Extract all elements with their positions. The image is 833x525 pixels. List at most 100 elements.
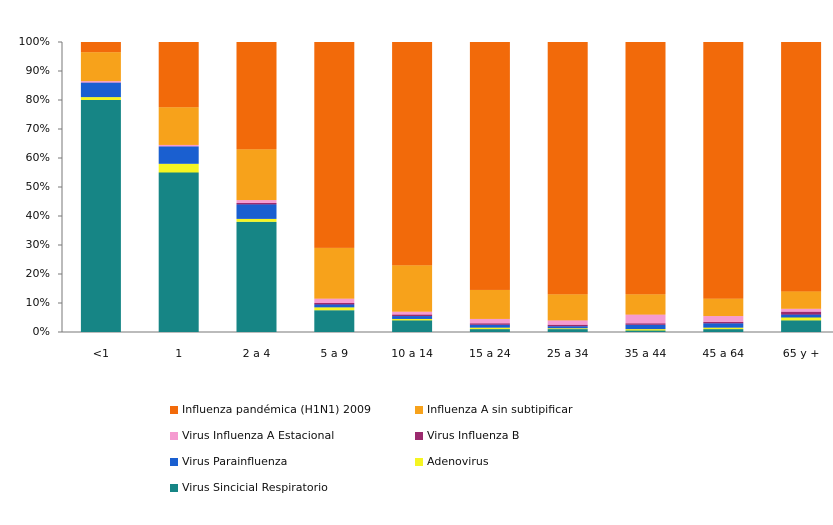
bar-segment bbox=[80, 42, 121, 53]
y-tick-label: 40% bbox=[26, 209, 50, 222]
y-tick-label: 20% bbox=[26, 267, 50, 280]
bar-segment bbox=[547, 320, 588, 325]
bar-segment bbox=[781, 314, 822, 318]
x-tick-label: 45 a 64 bbox=[702, 347, 744, 360]
bar-segment bbox=[236, 204, 277, 219]
x-tick-label: 15 a 24 bbox=[469, 347, 511, 360]
bar-segment bbox=[392, 265, 433, 312]
y-tick-label: 30% bbox=[26, 238, 50, 251]
bar-segment bbox=[158, 163, 199, 173]
bar-segment bbox=[80, 97, 121, 100]
y-tick-label: 90% bbox=[26, 64, 50, 77]
bar-segment bbox=[703, 42, 744, 299]
bar-segment bbox=[469, 327, 510, 330]
x-tick-label: 5 a 9 bbox=[320, 347, 348, 360]
bar-segment bbox=[703, 323, 744, 328]
legend-swatch bbox=[415, 432, 423, 440]
bar-segment bbox=[547, 326, 588, 329]
bar-segment bbox=[392, 314, 433, 317]
y-tick-label: 10% bbox=[26, 296, 50, 309]
bar-segment bbox=[703, 329, 744, 332]
bar-segment bbox=[392, 316, 433, 319]
bar-segment bbox=[703, 316, 744, 322]
x-tick-label: 35 a 44 bbox=[625, 347, 667, 360]
bar-segment bbox=[314, 303, 355, 305]
x-tick-label: <1 bbox=[93, 347, 109, 360]
bar-segment bbox=[392, 318, 433, 321]
legend-swatch bbox=[170, 432, 178, 440]
legend-label: Adenovirus bbox=[427, 455, 489, 468]
bar-segment bbox=[314, 247, 355, 299]
bar-segment bbox=[314, 310, 355, 332]
y-tick-label: 0% bbox=[33, 325, 50, 338]
legend-swatch bbox=[170, 484, 178, 492]
legend-label: Virus Influenza B bbox=[427, 429, 519, 442]
x-tick-label: 65 y + bbox=[783, 347, 820, 360]
bar-segment bbox=[392, 320, 433, 332]
bar-segment bbox=[469, 289, 510, 319]
y-tick-label: 50% bbox=[26, 180, 50, 193]
y-tick-label: 60% bbox=[26, 151, 50, 164]
bar-segment bbox=[625, 294, 666, 315]
x-tick-label: 2 a 4 bbox=[243, 347, 271, 360]
bar-segment bbox=[469, 323, 510, 325]
bar-segment bbox=[158, 107, 199, 145]
legend-swatch bbox=[170, 406, 178, 414]
y-tick-label: 70% bbox=[26, 122, 50, 135]
legend-label: Virus Influenza A Estacional bbox=[182, 429, 334, 442]
bar-segment bbox=[314, 42, 355, 248]
bar-segment bbox=[158, 42, 199, 108]
bar-segment bbox=[625, 324, 666, 330]
bar-segment bbox=[469, 329, 510, 332]
x-tick-label: 10 a 14 bbox=[391, 347, 433, 360]
y-tick-label: 100% bbox=[19, 35, 50, 48]
bar-segment bbox=[781, 291, 822, 309]
bar-segment bbox=[781, 320, 822, 332]
bar-segment bbox=[781, 42, 822, 292]
bar-segment bbox=[314, 298, 355, 303]
bar-segment bbox=[158, 146, 199, 164]
bar-segment bbox=[625, 42, 666, 295]
bar-segment bbox=[547, 324, 588, 327]
bar-segment bbox=[547, 328, 588, 330]
legend-swatch bbox=[415, 458, 423, 466]
legend-label: Virus Sincicial Respiratorio bbox=[182, 481, 328, 494]
legend-label: Influenza A sin subtipificar bbox=[427, 403, 573, 416]
bar-segment bbox=[703, 327, 744, 330]
bar-segment bbox=[625, 329, 666, 331]
bar-segment bbox=[314, 307, 355, 311]
x-tick-label: 1 bbox=[175, 347, 182, 360]
bar-segment bbox=[158, 172, 199, 332]
bar-segment bbox=[781, 311, 822, 315]
bar-segment bbox=[703, 321, 744, 324]
bar-segment bbox=[781, 317, 822, 321]
bar-segment bbox=[236, 202, 277, 205]
bar-segment bbox=[236, 218, 277, 222]
bar-segment bbox=[781, 308, 822, 312]
y-tick-label: 80% bbox=[26, 93, 50, 106]
bar-segment bbox=[469, 318, 510, 324]
bar-segment bbox=[158, 144, 199, 147]
legend-swatch bbox=[170, 458, 178, 466]
bar-segment bbox=[703, 298, 744, 317]
x-tick-label: 25 a 34 bbox=[547, 347, 589, 360]
bar-segment bbox=[80, 81, 121, 83]
bar-segment bbox=[314, 304, 355, 308]
bar-segment bbox=[625, 314, 666, 324]
bar-segment bbox=[392, 42, 433, 266]
legend-swatch bbox=[415, 406, 423, 414]
bar-segment bbox=[547, 294, 588, 321]
bar-segment bbox=[392, 311, 433, 315]
bar-segment bbox=[469, 42, 510, 290]
bar-segment bbox=[625, 330, 666, 332]
bar-segment bbox=[236, 221, 277, 332]
bar-segment bbox=[469, 324, 510, 328]
bar-segment bbox=[236, 149, 277, 201]
bar-segment bbox=[80, 100, 121, 332]
bar-segment bbox=[547, 42, 588, 295]
bar-segment bbox=[236, 200, 277, 203]
legend-label: Virus Parainfluenza bbox=[182, 455, 287, 468]
bar-segment bbox=[625, 323, 666, 325]
legend-label: Influenza pandémica (H1N1) 2009 bbox=[182, 403, 371, 416]
